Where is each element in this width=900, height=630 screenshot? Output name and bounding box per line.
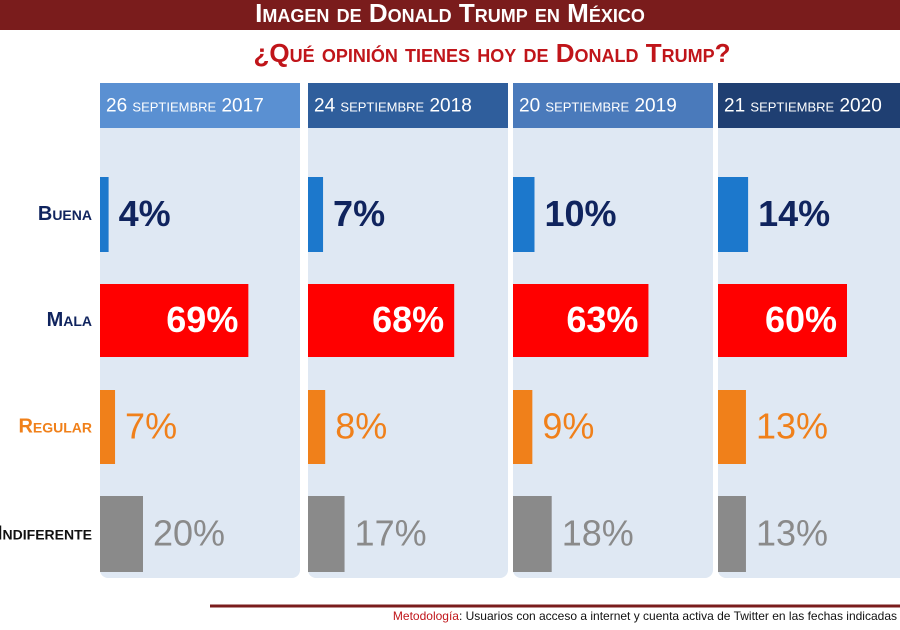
panels: Buena Mala Regular Indiferente 26 septiembre… xyxy=(0,83,900,578)
footer-text: : Usuarios con acceso a internet y cuent… xyxy=(459,609,897,623)
title-banner xyxy=(0,0,900,30)
value-label: 20% xyxy=(153,513,225,554)
bar xyxy=(513,390,533,464)
value-label: 8% xyxy=(335,406,387,447)
bar xyxy=(513,284,649,357)
row-label: Buena xyxy=(38,203,92,225)
row-label: Indiferente xyxy=(0,522,92,544)
value-label: 4% xyxy=(119,193,171,234)
bar xyxy=(308,177,324,252)
panel-header-label: 21 septiembre 2020 xyxy=(724,96,882,117)
value-label: 14% xyxy=(758,193,830,234)
chart-subtitle: ¿Qué opinión tienes hoy de Donald Trump? xyxy=(253,38,730,68)
value-label: 10% xyxy=(545,193,617,234)
row-label: Regular xyxy=(18,415,92,437)
bar xyxy=(718,496,746,572)
panel-header-label: 24 septiembre 2018 xyxy=(314,96,472,117)
value-label: 7% xyxy=(125,406,177,447)
chart-title: Imagen de Donald Trump en México xyxy=(255,0,645,28)
footer: Metodología: Usuarios con acceso a inter… xyxy=(393,609,897,623)
bar xyxy=(308,284,455,357)
bar xyxy=(513,496,552,572)
bar xyxy=(308,496,345,572)
value-label: 60% xyxy=(765,299,837,340)
bar xyxy=(718,177,749,252)
bar xyxy=(100,177,109,252)
panel-header-label: 20 septiembre 2019 xyxy=(519,96,677,117)
bar xyxy=(718,284,847,357)
value-label: 69% xyxy=(166,299,238,340)
panel-header-label: 26 septiembre 2017 xyxy=(106,96,264,117)
value-label: 68% xyxy=(372,299,444,340)
value-label: 13% xyxy=(756,406,828,447)
value-label: 17% xyxy=(355,513,427,554)
footer-label: Metodología xyxy=(393,609,459,623)
value-label: 9% xyxy=(542,406,594,447)
value-label: 7% xyxy=(333,193,385,234)
bar xyxy=(100,496,143,572)
bar xyxy=(513,177,535,252)
panel-header xyxy=(513,83,713,128)
bar xyxy=(308,390,326,464)
bar xyxy=(718,390,746,464)
panel-header xyxy=(100,83,300,128)
bar xyxy=(100,284,249,357)
panel-header xyxy=(718,83,900,128)
value-label: 13% xyxy=(756,513,828,554)
value-label: 18% xyxy=(562,513,634,554)
row-label: Mala xyxy=(47,309,92,331)
panel-header xyxy=(308,83,508,128)
bar xyxy=(100,390,116,464)
value-label: 63% xyxy=(566,299,638,340)
